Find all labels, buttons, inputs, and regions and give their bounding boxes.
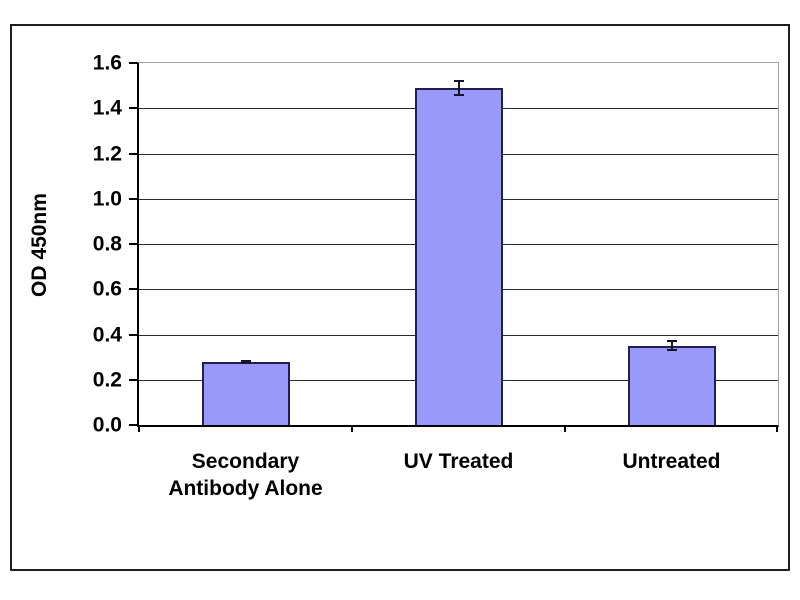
y-tick-label: 0.6 [92, 277, 122, 301]
x-category-label-uv-treated: UV Treated [403, 450, 514, 473]
y-tick-mark [129, 107, 137, 110]
y-tick-label: 0.0 [92, 413, 122, 437]
error-bar-cap-top [240, 359, 251, 362]
y-tick-label: 1.4 [92, 96, 122, 120]
x-tick-mark [138, 425, 140, 432]
x-tick-mark [564, 425, 566, 432]
y-tick-mark [129, 62, 137, 64]
y-tick-label: 1.0 [92, 187, 122, 211]
y-tick-mark [129, 333, 137, 336]
y-tick-label: 1.2 [92, 142, 122, 165]
error-bar-cap-top [666, 340, 677, 343]
y-tick-label: 1.6 [92, 51, 122, 75]
error-bar-cap-bottom [240, 361, 251, 364]
error-bar-cap-bottom [666, 349, 677, 352]
y-tick-label: 0.4 [92, 323, 122, 346]
y-tick-mark [129, 152, 137, 155]
y-tick-mark [129, 288, 137, 291]
error-bar-untreated [670, 341, 673, 351]
y-tick-mark [129, 197, 137, 200]
y-tick-mark [129, 424, 137, 426]
y-axis-title: OD 450nm [28, 193, 51, 297]
x-category-label-untreated: Untreated [622, 450, 721, 473]
error-bar-uv-treated [457, 81, 460, 95]
bar-secondary-antibody-alone [201, 361, 290, 425]
y-tick-label: 0.2 [92, 368, 122, 392]
y-tick-mark [129, 378, 137, 381]
x-tick-mark [351, 425, 353, 432]
error-bar-cap-bottom [453, 93, 464, 96]
y-tick-label: 0.8 [92, 232, 122, 256]
error-bar-secondary-antibody-alone [244, 360, 247, 363]
x-category-label-secondary-antibody-alone: Secondary Antibody Alone [168, 450, 323, 500]
x-tick-mark [776, 425, 778, 432]
bar-uv-treated [414, 87, 503, 425]
error-bar-cap-top [453, 80, 464, 83]
y-tick-mark [129, 243, 137, 245]
bar-untreated [627, 345, 716, 425]
